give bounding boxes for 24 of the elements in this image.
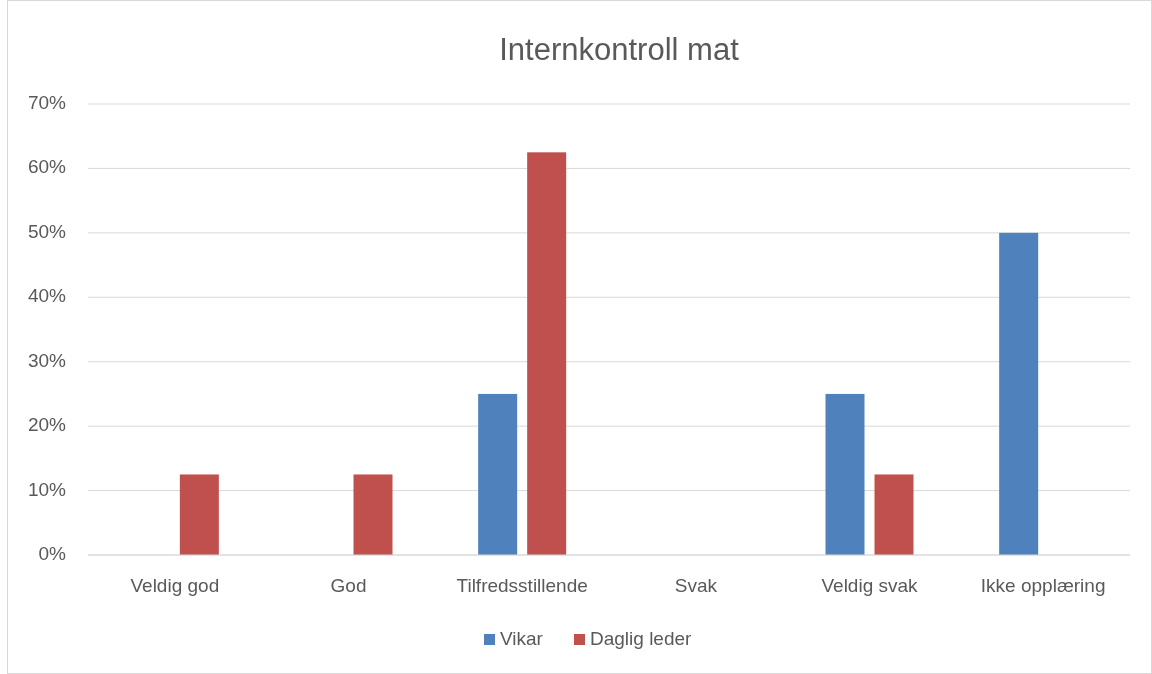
- bar: [179, 474, 219, 555]
- x-tick-label: God: [330, 575, 367, 596]
- bar: [999, 232, 1039, 555]
- legend-label: Vikar: [500, 628, 544, 650]
- y-tick-label: 0%: [38, 543, 67, 565]
- legend-label: Daglig leder: [590, 628, 693, 650]
- y-tick-label: 30%: [27, 349, 67, 371]
- x-tick-label: Svak: [674, 575, 718, 596]
- y-tick-label: 50%: [27, 220, 67, 242]
- chart-title: Internkontroll mat: [499, 32, 740, 67]
- bar: [874, 474, 914, 555]
- y-tick-label: 40%: [27, 285, 67, 307]
- x-tick-label: Veldig svak: [821, 575, 919, 596]
- x-tick-label: Veldig god: [130, 575, 220, 596]
- x-tick-label: Tilfredsstillende: [456, 575, 588, 596]
- bar: [527, 152, 567, 555]
- y-tick-label: 20%: [27, 414, 67, 436]
- x-tick-label: Ikke opplæring: [980, 575, 1106, 596]
- y-tick-label: 60%: [27, 156, 67, 178]
- bar: [825, 393, 865, 555]
- y-tick-label: 10%: [27, 478, 67, 500]
- bar: [478, 393, 518, 555]
- bar: [353, 474, 393, 555]
- y-tick-label: 70%: [27, 92, 67, 114]
